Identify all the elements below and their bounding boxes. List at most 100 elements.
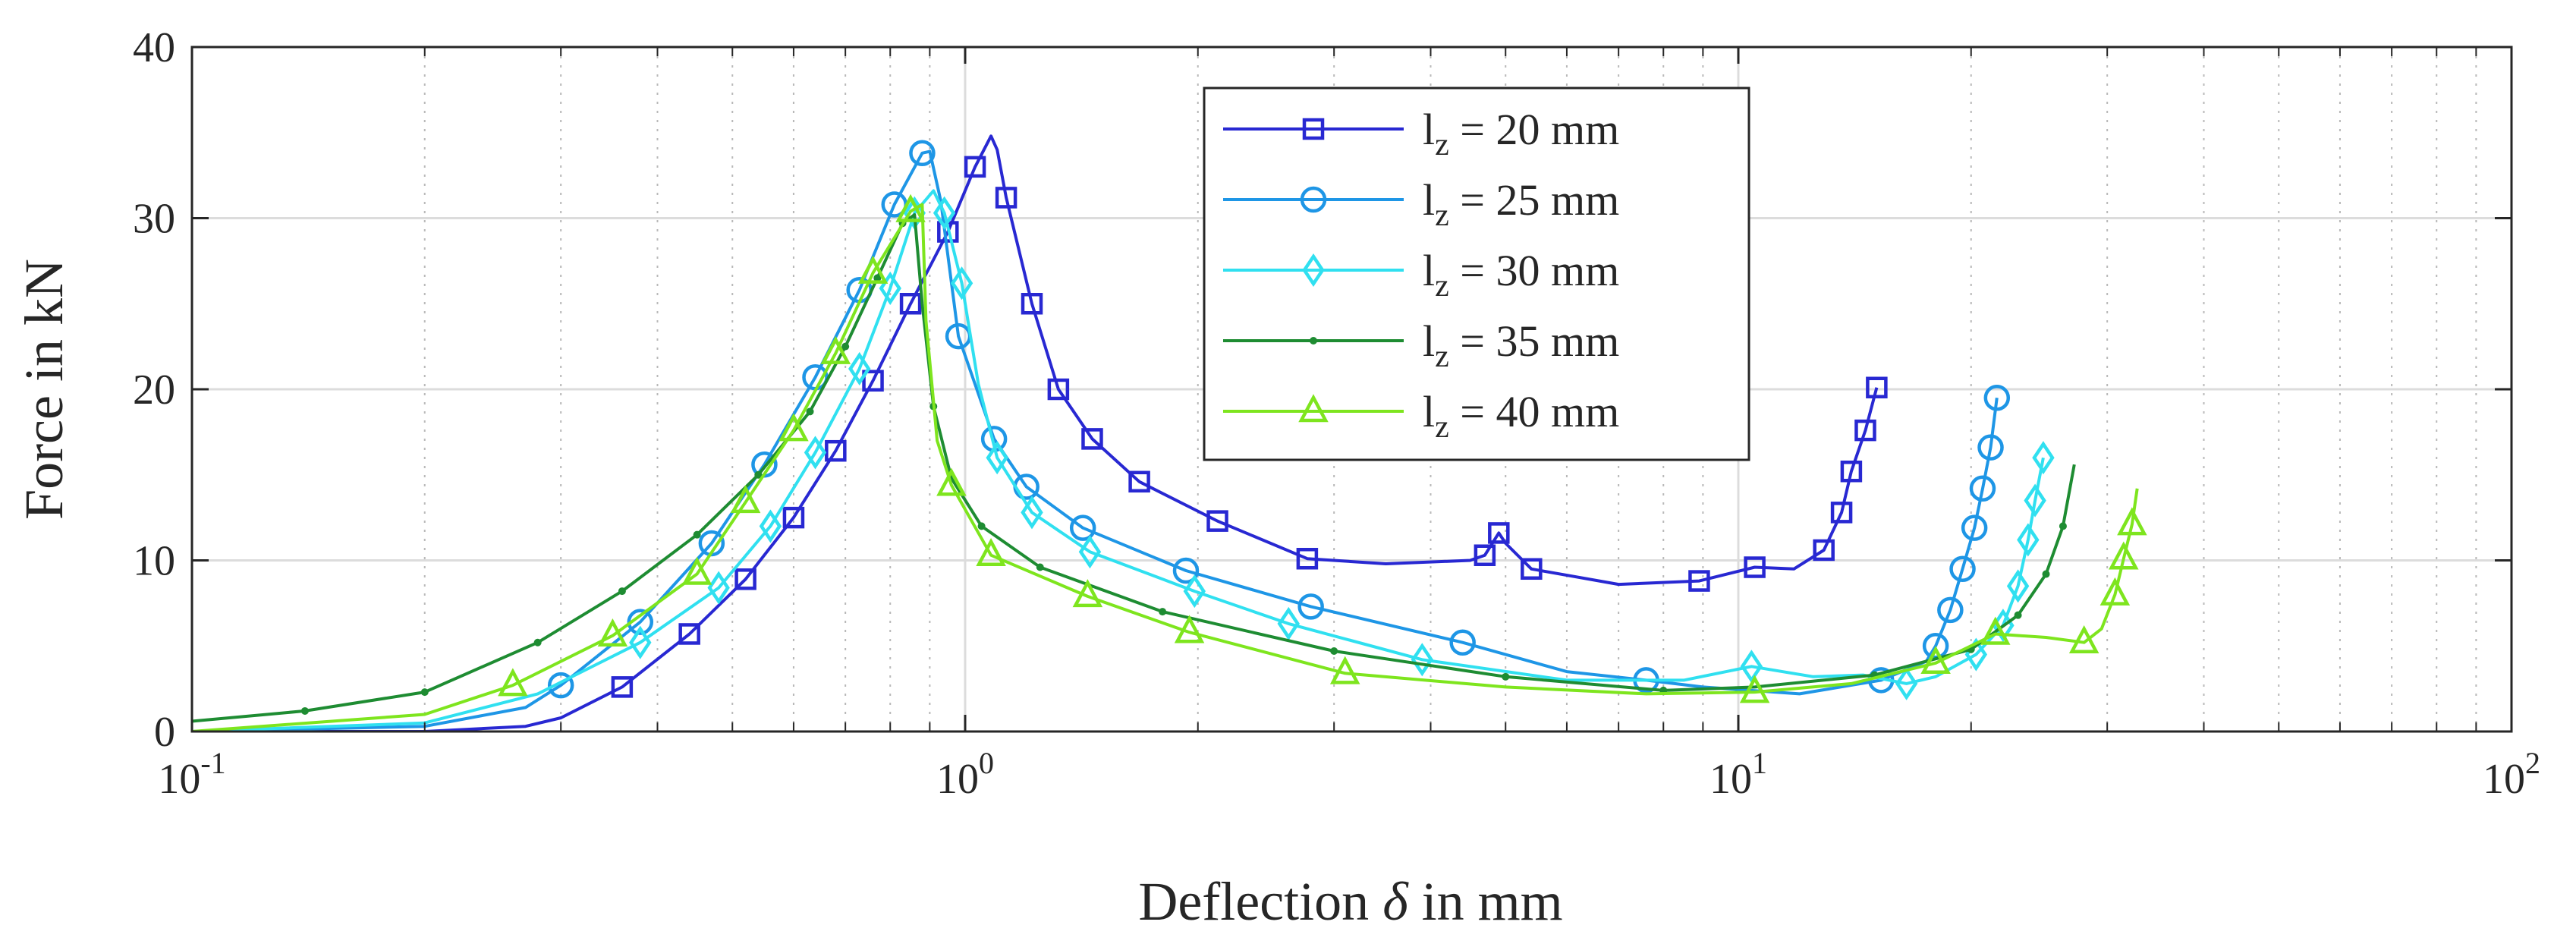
data-point-marker <box>1920 646 1951 675</box>
legend: lz = 20 mm lz = 25 mm lz = 30 mm lz = 35 mm… <box>1203 87 1750 461</box>
data-point-marker <box>1866 376 1888 398</box>
data-point-marker <box>1977 434 2004 461</box>
series-3 <box>192 189 2055 731</box>
data-point-marker <box>597 618 628 647</box>
data-point-marker <box>1072 579 1103 608</box>
data-point-marker <box>1069 514 1096 541</box>
data-point-marker <box>825 439 847 462</box>
data-point-marker <box>806 407 814 416</box>
data-point-marker <box>1128 470 1150 493</box>
data-point-marker <box>2032 441 2055 475</box>
data-point-marker <box>820 335 851 364</box>
data-point-marker <box>1078 535 1102 569</box>
data-point-marker <box>848 351 871 385</box>
data-point-marker <box>2068 625 2099 653</box>
data-point-marker <box>1174 615 1205 643</box>
data-point-marker <box>533 638 542 647</box>
series-4 <box>192 213 2076 723</box>
data-point-marker <box>1159 608 1167 616</box>
series-line <box>192 134 1879 731</box>
data-point-marker <box>2117 507 2147 536</box>
data-point-marker <box>895 193 926 222</box>
data-point-marker <box>1081 428 1103 450</box>
legend-box <box>1203 87 1750 461</box>
data-point-marker <box>1277 606 1300 640</box>
y-tick-label: 40 <box>133 24 175 71</box>
data-point-marker <box>1937 596 1964 624</box>
data-point-marker <box>1502 672 1510 681</box>
y-tick-label: 10 <box>133 538 175 585</box>
data-point-marker <box>1474 544 1496 566</box>
series-5 <box>192 193 2147 731</box>
x-axis-label-suffix: in mm <box>1422 871 1563 932</box>
data-point-marker <box>1296 547 1319 570</box>
y-axis-label: Force in kN <box>14 259 74 520</box>
data-point-marker <box>2059 522 2067 530</box>
data-point-marker <box>1744 556 1766 578</box>
data-point-marker <box>1830 502 1853 524</box>
legend-marker <box>1302 118 1325 140</box>
data-point-marker <box>976 537 1006 566</box>
legend-label: lz = 30 mm <box>1423 246 1619 304</box>
data-point-marker <box>986 441 1008 475</box>
x-tick-label: 10-1 <box>158 746 225 803</box>
data-point-marker <box>950 266 973 300</box>
data-point-marker <box>618 587 626 596</box>
series-1 <box>192 134 1888 731</box>
legend-marker <box>1310 337 1317 345</box>
data-point-marker <box>611 676 634 698</box>
data-point-marker <box>1739 675 1770 703</box>
legend-marker <box>1298 394 1329 423</box>
data-point-marker <box>2042 570 2050 578</box>
data-point-marker <box>2014 611 2022 619</box>
data-point-marker <box>2017 523 2040 557</box>
y-tick-label: 20 <box>133 367 175 414</box>
data-point-marker <box>1297 593 1324 620</box>
data-point-marker <box>734 568 756 590</box>
data-point-marker <box>1840 460 1863 483</box>
data-point-marker <box>933 196 956 230</box>
data-point-marker <box>629 625 652 659</box>
x-tick-label: 101 <box>1709 746 1767 803</box>
x-axis-label-symbol: δ <box>1382 871 1409 932</box>
legend-label: lz = 25 mm <box>1423 175 1619 233</box>
data-point-marker <box>730 485 761 514</box>
data-point-marker <box>782 506 805 529</box>
data-point-marker <box>964 156 986 178</box>
data-point-marker <box>2099 577 2131 606</box>
data-point-marker <box>420 688 429 697</box>
legend-label: lz = 40 mm <box>1423 387 1619 445</box>
data-point-marker <box>899 293 922 315</box>
data-point-marker <box>804 436 827 470</box>
data-point-marker <box>1983 385 2011 411</box>
series-line <box>192 203 2139 731</box>
data-point-marker <box>300 706 309 715</box>
data-point-marker <box>2109 541 2139 570</box>
data-point-marker <box>1895 666 1918 700</box>
x-axis-label-prefix: Deflection <box>1138 871 1369 932</box>
data-point-marker <box>1206 510 1228 532</box>
data-point-marker <box>1521 558 1543 580</box>
data-point-marker <box>678 623 700 645</box>
data-point-marker <box>936 467 967 496</box>
data-point-marker <box>1330 647 1338 656</box>
data-point-marker <box>1813 539 1835 562</box>
data-point-marker <box>1740 650 1763 684</box>
data-point-marker <box>1172 557 1200 584</box>
data-point-marker <box>909 140 936 167</box>
data-point-marker <box>1449 629 1476 656</box>
data-point-marker <box>754 470 763 479</box>
data-point-marker <box>498 668 528 697</box>
data-point-marker <box>879 271 901 306</box>
data-point-marker <box>1961 514 1988 541</box>
series-line <box>192 189 2045 731</box>
data-point-marker <box>857 255 889 284</box>
data-point-marker <box>1688 570 1710 592</box>
legend-label: lz = 20 mm <box>1423 105 1619 162</box>
data-point-marker <box>1980 616 2011 645</box>
series-group <box>192 134 2147 731</box>
data-point-marker <box>1021 293 1043 315</box>
data-point-marker <box>2024 483 2046 518</box>
x-tick-label: 102 <box>2483 746 2540 803</box>
data-point-marker <box>862 370 884 392</box>
